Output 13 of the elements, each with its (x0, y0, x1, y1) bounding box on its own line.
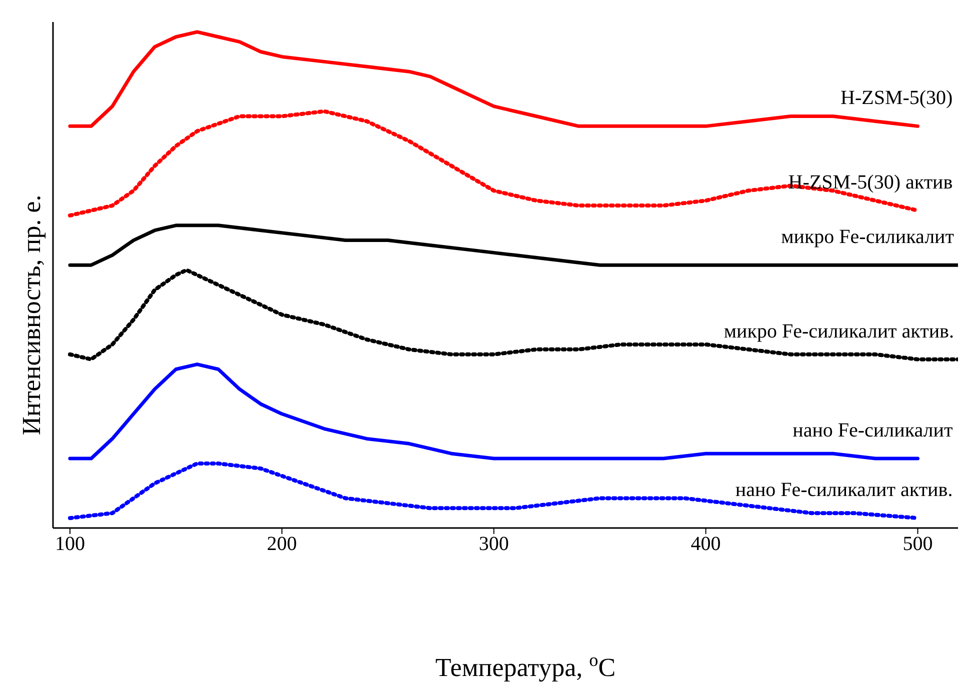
series-label: H-ZSM-5(30) (840, 87, 953, 110)
series-label: нано Fe-силикалит (792, 420, 953, 442)
x-axis-title: Температура, $^{o}$C (435, 650, 616, 682)
y-axis-title: Интенсивность, пр. е. (17, 194, 46, 436)
x-tick-label: 500 (902, 533, 933, 556)
x-tick-label: 300 (478, 533, 509, 556)
series-label: микро Fe-силикалит актив. (724, 320, 954, 342)
x-tick-label: 200 (266, 533, 297, 556)
x-tick-label: 400 (690, 533, 721, 556)
x-tick-label: 100 (54, 533, 85, 556)
series-label: H-ZSM-5(30) актив (788, 172, 953, 194)
series-label: микро Fe-силикалит (781, 226, 954, 248)
series-label: нано Fe-силикалит актив. (735, 479, 953, 502)
